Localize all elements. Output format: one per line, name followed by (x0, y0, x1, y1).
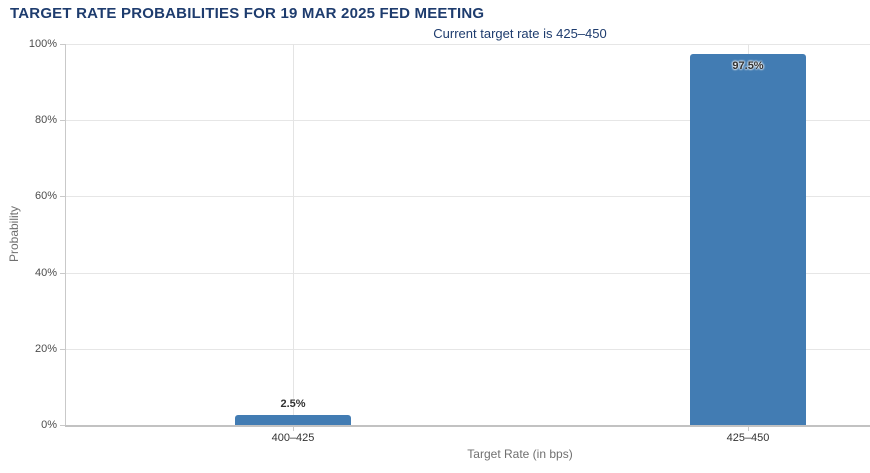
chart-subtitle: Current target rate is 425–450 (433, 26, 607, 41)
gridline-vertical (293, 44, 294, 425)
y-axis-tick (60, 44, 65, 45)
gridline-horizontal (65, 44, 870, 45)
gridline-horizontal (65, 120, 870, 121)
y-tick-label: 0% (41, 419, 57, 431)
gridline-horizontal (65, 349, 870, 350)
probability-bar[interactable] (690, 54, 806, 425)
x-axis-title: Target Rate (in bps) (467, 447, 573, 461)
y-axis-line (65, 44, 66, 425)
bar-value-label: 2.5% (280, 398, 306, 410)
x-axis-tick (748, 427, 749, 431)
gridline-horizontal (65, 273, 870, 274)
probability-bar[interactable] (235, 415, 351, 425)
y-axis-tick (60, 425, 65, 426)
y-tick-label: 80% (34, 114, 57, 126)
gridline-horizontal (65, 196, 870, 197)
y-tick-label: 60% (34, 190, 57, 202)
chart-title: TARGET RATE PROBABILITIES FOR 19 MAR 202… (10, 5, 485, 22)
x-tick-label: 400–425 (271, 432, 315, 444)
y-axis-tick (60, 120, 65, 121)
y-axis-title: Probability (7, 205, 21, 263)
y-tick-label: 40% (34, 267, 57, 279)
y-tick-label: 20% (34, 343, 57, 355)
bar-value-label: 97.5% (732, 60, 764, 72)
y-axis-tick (60, 273, 65, 274)
x-axis-line (65, 425, 870, 427)
x-tick-label: 425–450 (726, 432, 770, 444)
x-axis-tick (293, 427, 294, 431)
y-axis-tick (60, 196, 65, 197)
y-axis-tick (60, 349, 65, 350)
y-tick-label: 100% (28, 38, 57, 50)
